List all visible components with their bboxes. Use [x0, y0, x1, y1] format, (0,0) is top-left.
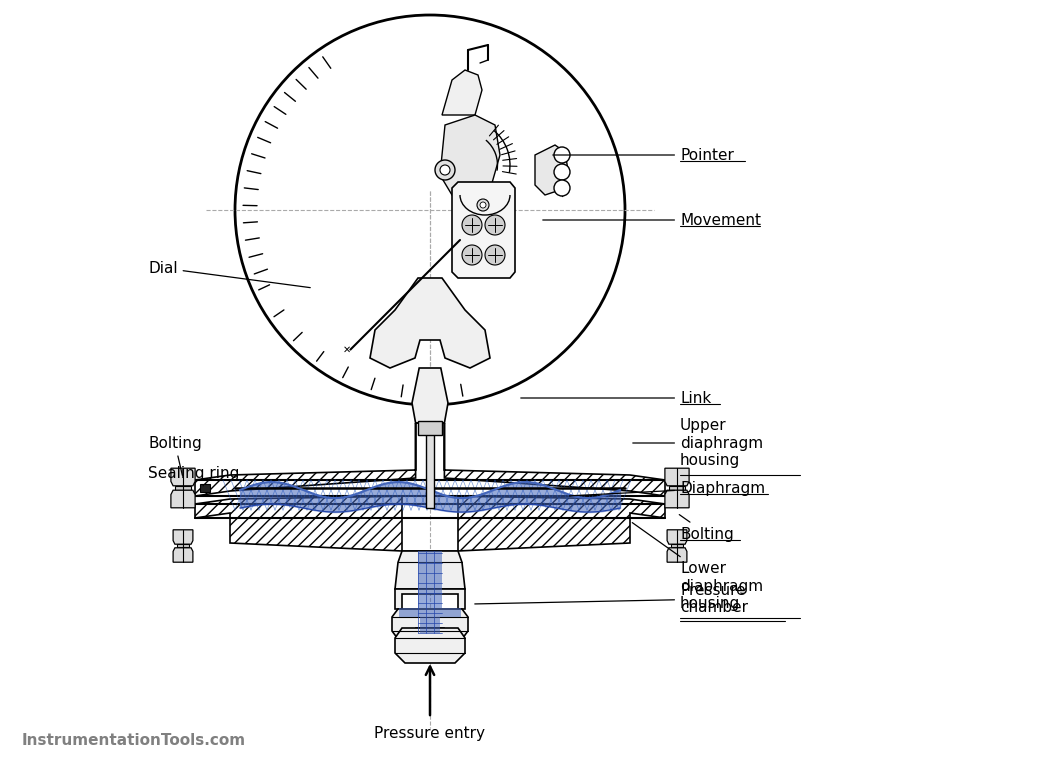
- Text: Dial: Dial: [148, 261, 310, 288]
- Text: Pressure entry: Pressure entry: [375, 726, 485, 741]
- Bar: [669, 485, 685, 490]
- Circle shape: [554, 147, 570, 163]
- Bar: [426, 423, 434, 508]
- Text: Link: Link: [521, 391, 711, 405]
- Polygon shape: [452, 182, 515, 278]
- Circle shape: [235, 15, 625, 405]
- Circle shape: [462, 215, 482, 235]
- Text: Lower
diaphragm
housing: Lower diaphragm housing: [633, 523, 763, 611]
- Bar: [418, 421, 442, 435]
- Bar: [416, 628, 444, 639]
- Polygon shape: [445, 423, 665, 496]
- Text: Movement: Movement: [543, 212, 761, 227]
- Bar: [200, 484, 210, 492]
- Polygon shape: [412, 368, 448, 423]
- Polygon shape: [665, 490, 689, 508]
- Bar: [175, 485, 191, 490]
- Circle shape: [485, 215, 505, 235]
- Text: Pointer: Pointer: [552, 148, 734, 163]
- Polygon shape: [667, 548, 687, 562]
- Circle shape: [435, 160, 455, 180]
- Polygon shape: [195, 496, 416, 551]
- Circle shape: [554, 180, 570, 196]
- Circle shape: [480, 202, 487, 208]
- Polygon shape: [395, 628, 465, 663]
- Bar: [670, 544, 684, 548]
- Bar: [176, 544, 189, 548]
- Polygon shape: [665, 468, 689, 485]
- Polygon shape: [395, 589, 465, 609]
- Text: Bolting: Bolting: [680, 514, 734, 541]
- Polygon shape: [173, 548, 193, 562]
- Circle shape: [462, 245, 482, 265]
- Polygon shape: [667, 530, 687, 544]
- Polygon shape: [171, 490, 195, 508]
- Text: Pressure
chamber: Pressure chamber: [475, 583, 748, 615]
- Text: Diaphragm: Diaphragm: [569, 481, 765, 496]
- Text: Bolting: Bolting: [148, 436, 201, 475]
- Circle shape: [485, 245, 505, 265]
- Polygon shape: [370, 278, 490, 368]
- Circle shape: [477, 199, 489, 211]
- Circle shape: [554, 164, 570, 180]
- Text: InstrumentationTools.com: InstrumentationTools.com: [22, 733, 246, 748]
- Polygon shape: [535, 145, 568, 195]
- Polygon shape: [392, 609, 468, 639]
- Polygon shape: [171, 468, 195, 485]
- Text: Sealing ring: Sealing ring: [148, 465, 239, 485]
- Text: Upper
diaphragm
housing: Upper diaphragm housing: [633, 418, 763, 468]
- Polygon shape: [195, 423, 416, 496]
- Polygon shape: [442, 70, 482, 115]
- Circle shape: [440, 165, 450, 175]
- Text: ✕: ✕: [342, 345, 351, 355]
- Polygon shape: [445, 496, 665, 551]
- Polygon shape: [440, 115, 500, 200]
- Polygon shape: [395, 551, 465, 589]
- Polygon shape: [173, 530, 193, 544]
- Polygon shape: [399, 551, 461, 639]
